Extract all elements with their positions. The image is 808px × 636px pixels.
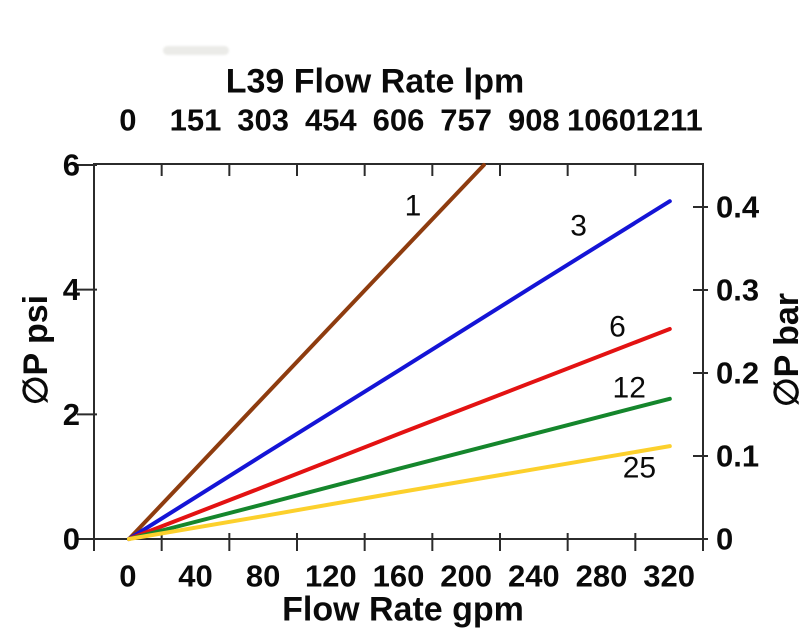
y-left-tick-label: 4 [63, 272, 81, 307]
y-right-tick-label: 0.1 [716, 439, 759, 474]
x-top-tick-label: 303 [237, 103, 289, 138]
series-line-12 [127, 396, 672, 541]
x-bottom-tick-label: 0 [119, 559, 136, 594]
series-line-6 [127, 326, 672, 541]
x-bottom-tick-label: 40 [178, 559, 212, 594]
series-line-1 [127, 163, 486, 541]
y-right-tick-label: 0.4 [716, 190, 760, 225]
series-line-3 [127, 199, 672, 541]
x-bottom-tick-label: 160 [373, 559, 425, 594]
scan-artifact-smudge [163, 46, 229, 55]
y-right-tick-label: 0.3 [716, 273, 759, 308]
x-bottom-tick-label: 280 [576, 559, 628, 594]
x-top-tick-label: 454 [305, 103, 357, 138]
x-top-tick-label: 757 [440, 103, 492, 138]
y-right-tick-label: 0 [716, 522, 733, 557]
y-left-tick-label: 6 [63, 148, 80, 183]
x-top-tick-label: 1211 [636, 103, 703, 138]
series-label-25: 25 [623, 451, 656, 484]
series-label-3: 3 [570, 210, 587, 243]
x-top-tick-label: 0 [119, 103, 136, 138]
top-axis-title: L39 Flow Rate lpm [225, 62, 525, 101]
y-right-tick-label: 0.2 [716, 356, 759, 391]
y-left-tick-label: 2 [63, 397, 80, 432]
x-bottom-tick-label: 240 [508, 559, 560, 594]
y-left-tick-label: 0 [63, 522, 80, 557]
bottom-axis-title: Flow Rate gpm [282, 590, 524, 629]
x-bottom-tick-label: 320 [643, 559, 695, 594]
x-bottom-tick-label: 120 [305, 559, 357, 594]
series-label-6: 6 [609, 311, 626, 344]
x-top-tick-label: 1060 [567, 103, 636, 138]
x-top-tick-label: 908 [508, 103, 560, 138]
series-line-25 [127, 444, 672, 541]
x-top-tick-label: 151 [170, 103, 222, 138]
plot-frame [93, 163, 704, 540]
x-top-tick-label: 606 [373, 103, 425, 138]
series-label-12: 12 [613, 372, 646, 405]
series-label-1: 1 [405, 190, 422, 223]
x-bottom-tick-label: 200 [440, 559, 492, 594]
x-bottom-tick-label: 80 [246, 559, 280, 594]
